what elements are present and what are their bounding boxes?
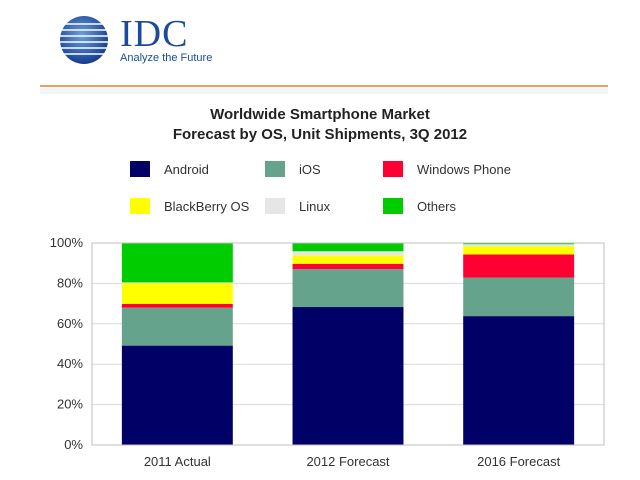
legend-swatch-android — [130, 161, 150, 177]
bar-segment-windows-phone-0 — [121, 304, 233, 308]
y-tick-label-2: 40% — [57, 356, 83, 371]
x-tick-label-0: 2011 Actual — [144, 454, 211, 469]
legend-label-ios: iOS — [299, 161, 321, 177]
header-divider — [40, 85, 608, 87]
legend-label-android: Android — [164, 161, 209, 177]
bar-segment-others-2 — [463, 243, 575, 245]
bar-segment-android-0 — [121, 345, 233, 445]
y-tick-label-5: 100% — [50, 235, 84, 250]
y-tick-label-0: 0% — [64, 437, 83, 452]
legend-item-ios: iOS — [265, 160, 321, 178]
legend-item-windows-phone: Windows Phone — [383, 160, 511, 178]
bar-segment-others-1 — [292, 243, 404, 252]
legend-item-others: Others — [383, 197, 456, 215]
y-tick-label-4: 80% — [57, 275, 83, 290]
brand-name: IDC — [120, 13, 189, 55]
bar-segment-ios-2 — [463, 277, 575, 317]
legend-label-windows-phone: Windows Phone — [417, 161, 511, 177]
y-tick-label-1: 20% — [57, 397, 83, 412]
legend-label-others: Others — [417, 198, 457, 214]
bars — [121, 243, 575, 445]
chart-title-line-2: Forecast by OS, Unit Shipments, 3Q 2012 — [172, 126, 468, 143]
bar-segment-ios-1 — [292, 269, 404, 308]
bar-segment-others-0 — [121, 243, 233, 283]
legend-label-linux: Linux — [299, 198, 331, 214]
bar-segment-android-1 — [292, 307, 404, 445]
bar-segment-ios-0 — [121, 307, 233, 346]
legend-item-android: Android — [130, 160, 209, 178]
legend-swatch-ios — [265, 161, 285, 177]
x-tick-label-1: 2012 Forecast — [306, 454, 389, 469]
bar-segment-blackberry-os-1 — [292, 255, 404, 264]
x-tick-label-2: 2016 Forecast — [477, 454, 560, 469]
bar-segment-linux-0 — [121, 282, 233, 284]
header-band — [40, 88, 608, 94]
globe-logo-icon — [56, 16, 112, 64]
bar-segment-linux-2 — [463, 244, 575, 247]
bar-segment-windows-phone-1 — [292, 263, 404, 270]
legend-item-blackberry: BlackBerry OS — [130, 197, 249, 215]
legend-label-blackberry: BlackBerry OS — [164, 198, 250, 214]
brand-tagline: Analyze the Future — [120, 52, 213, 64]
bar-segment-linux-1 — [292, 251, 404, 256]
plot-frame — [91, 242, 605, 446]
bar-segment-blackberry-os-0 — [121, 283, 233, 305]
bar-segment-blackberry-os-2 — [463, 246, 575, 255]
chart-title-line-1: Worldwide Smartphone Market — [210, 106, 430, 123]
bar-segment-windows-phone-2 — [463, 254, 575, 278]
legend-swatch-linux — [265, 198, 285, 214]
legend-item-linux: Linux — [265, 197, 330, 215]
legend-swatch-windows-phone — [383, 161, 403, 177]
axes: 0% 20% 40% 60% 80% 100% 2011 Actual 2012 Foreca… — [50, 235, 605, 469]
legend-swatch-others — [383, 198, 403, 214]
bar-segment-android-2 — [463, 316, 575, 445]
y-tick-label-3: 60% — [57, 316, 83, 331]
chart-legend: Android iOS Windows Phone BlackBerry OS … — [130, 160, 550, 222]
legend-swatch-blackberry — [130, 198, 150, 214]
